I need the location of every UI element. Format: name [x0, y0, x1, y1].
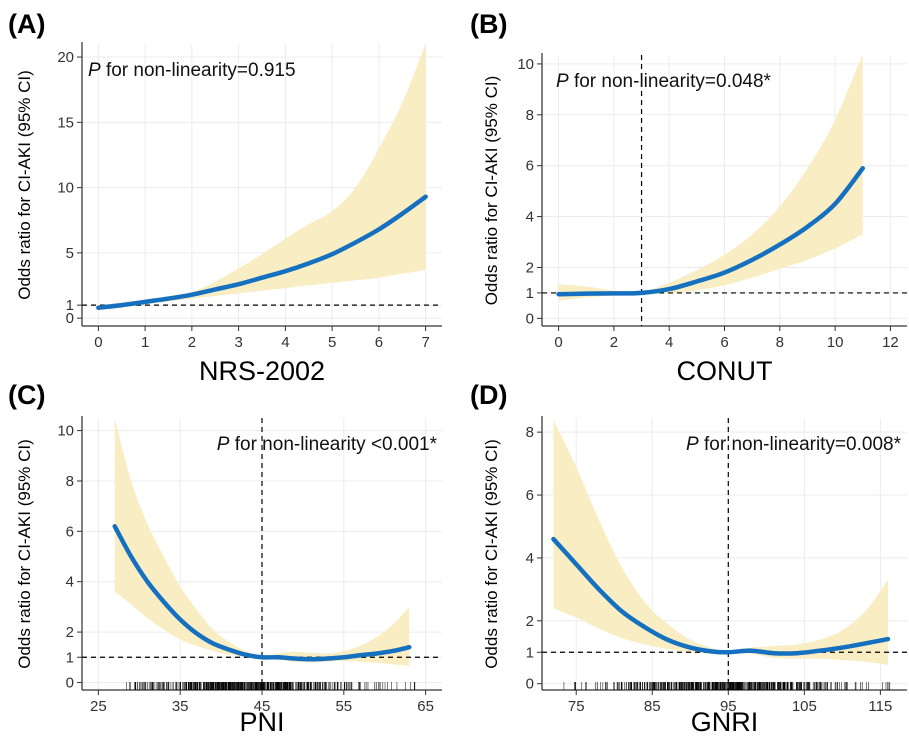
- y-axis-label: Odds ratio for CI-AKI (95% CI): [482, 439, 501, 669]
- y-tick-label: 1: [66, 649, 74, 666]
- x-tick-label: 2: [188, 334, 196, 351]
- y-tick-label: 5: [66, 245, 74, 262]
- x-tick-label: 55: [335, 698, 352, 715]
- panel-letter: (D): [470, 380, 507, 410]
- nonlinearity-p-value: P for non-linearity=0.915: [88, 60, 296, 81]
- y-tick-label: 4: [526, 550, 534, 567]
- x-tick-label: 4: [665, 334, 673, 351]
- confidence-band: [98, 44, 426, 311]
- x-tick-label: 0: [554, 334, 562, 351]
- x-tick-label: 95: [720, 698, 737, 715]
- x-tick-label: 5: [328, 334, 336, 351]
- x-tick-label: 3: [234, 334, 242, 351]
- x-tick-label: 45: [254, 698, 271, 715]
- panel-letter: (C): [8, 380, 45, 410]
- panel-d: 75 85 95 105 115 0 1 2 4 6 8 (D) GNRI Odds ratio for …: [470, 380, 907, 737]
- x-axis-label: PNI: [239, 707, 284, 737]
- panel-letter: (A): [8, 9, 45, 39]
- y-tick-label: 2: [526, 613, 534, 630]
- y-tick-label: 8: [66, 473, 74, 490]
- y-tick-label: 1: [526, 644, 534, 661]
- nonlinearity-p-value: P for non-linearity <0.001*: [217, 434, 438, 455]
- panel-c: 25 35 45 55 65 0 1 2 4 6 8 10 (C) PNI Odds ratio for C…: [8, 380, 442, 737]
- y-tick-label: 1: [526, 285, 534, 302]
- x-tick-label: 75: [568, 698, 585, 715]
- confidence-band: [114, 418, 410, 667]
- p-text: for non-linearity=0.008*: [699, 434, 902, 455]
- y-axis-label: Odds ratio for CI-AKI (95% CI): [15, 439, 34, 669]
- y-axis-label: Odds ratio for CI-AKI (95% CI): [15, 70, 34, 300]
- y-tick-label: 8: [526, 107, 534, 124]
- odds-ratio-curve: [556, 165, 866, 297]
- odds-ratio-curve: [96, 194, 428, 310]
- y-tick-label: 10: [57, 180, 74, 197]
- confidence-band: [553, 419, 888, 665]
- rug-plot: [563, 682, 891, 690]
- x-tick-label: 6: [720, 334, 728, 351]
- p-text: for non-linearity=0.915: [101, 60, 296, 81]
- x-tick-label: 0: [94, 334, 102, 351]
- y-tick-label: 0: [66, 674, 74, 691]
- p-symbol: P: [88, 60, 101, 81]
- x-tick-label: 1: [141, 334, 149, 351]
- y-tick-label: 6: [526, 158, 534, 175]
- x-tick-label: 12: [882, 334, 899, 351]
- x-axis-label: CONUT: [677, 356, 773, 386]
- x-tick-label: 35: [172, 698, 189, 715]
- panel-letter: (B): [470, 9, 507, 39]
- y-tick-label: 2: [66, 624, 74, 641]
- y-tick-label: 0: [526, 676, 534, 693]
- y-tick-label: 0: [66, 310, 74, 327]
- y-tick-label: 2: [526, 259, 534, 276]
- nonlinearity-p-value: P for non-linearity=0.048*: [556, 71, 772, 92]
- odds-ratio-curve: [112, 524, 412, 662]
- y-tick-label: 4: [526, 209, 534, 226]
- x-tick-label: 2: [610, 334, 618, 351]
- x-tick-label: 65: [417, 698, 434, 715]
- x-axis-label: NRS-2002: [199, 356, 325, 386]
- odds-ratio-curve: [551, 536, 891, 656]
- y-tick-label: 0: [526, 310, 534, 327]
- nonlinearity-p-value: P for non-linearity=0.008*: [686, 434, 902, 455]
- y-tick-label: 10: [57, 423, 74, 440]
- p-symbol: P: [686, 434, 699, 455]
- p-symbol: P: [556, 71, 569, 92]
- p-text: for non-linearity=0.048*: [569, 71, 772, 92]
- x-tick-label: 25: [90, 698, 107, 715]
- y-axis-label: Odds ratio for CI-AKI (95% CI): [482, 76, 501, 306]
- y-tick-label: 4: [66, 574, 74, 591]
- p-symbol: P: [217, 434, 230, 455]
- p-text: for non-linearity <0.001*: [229, 434, 437, 455]
- x-tick-label: 7: [421, 334, 429, 351]
- x-tick-label: 4: [281, 334, 289, 351]
- y-tick-label: 1: [66, 297, 74, 314]
- x-tick-label: 85: [644, 698, 661, 715]
- rug-plot: [126, 682, 416, 690]
- y-tick-label: 15: [57, 114, 74, 131]
- y-tick-label: 10: [517, 56, 534, 73]
- x-tick-label: 105: [792, 698, 817, 715]
- y-tick-label: 20: [57, 49, 74, 66]
- x-axis-label: GNRI: [691, 707, 759, 737]
- y-tick-label: 6: [66, 523, 74, 540]
- x-tick-label: 10: [827, 334, 844, 351]
- y-tick-label: 8: [526, 424, 534, 441]
- x-tick-label: 8: [776, 334, 784, 351]
- y-tick-label: 6: [526, 487, 534, 504]
- x-tick-label: 115: [868, 698, 892, 715]
- x-tick-label: 6: [375, 334, 383, 351]
